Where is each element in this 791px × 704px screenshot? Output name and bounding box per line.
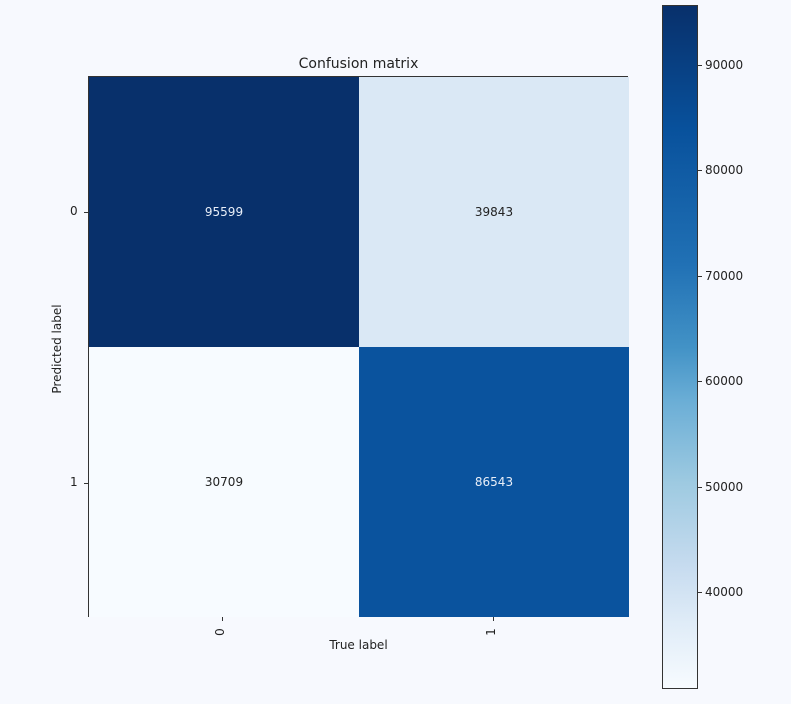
- colorbar-tick-label: 50000: [705, 480, 744, 494]
- x-tick-mark-0: [222, 617, 223, 621]
- colorbar-tick-label: 80000: [705, 163, 744, 177]
- cell-value: 86543: [474, 475, 514, 489]
- chart-title: Confusion matrix: [298, 56, 419, 72]
- matrix-plot: 95599 39843 30709 86543: [88, 76, 629, 617]
- colorbar-tick-mark: [698, 381, 702, 382]
- colorbar-tick-label: 70000: [705, 269, 744, 283]
- y-axis-label: Predicted label: [50, 304, 64, 394]
- cell-1-1: 86543: [359, 347, 629, 617]
- y-tick-mark-0: [84, 212, 88, 213]
- cell-0-0: 95599: [89, 77, 359, 347]
- colorbar-tick-label: 40000: [705, 585, 744, 599]
- x-axis-label: True label: [329, 638, 388, 652]
- y-tick-mark-1: [84, 483, 88, 484]
- y-tick-label-1: 1: [70, 475, 78, 489]
- colorbar: [662, 5, 698, 689]
- cell-value: 30709: [204, 475, 244, 489]
- colorbar-tick-mark: [698, 487, 702, 488]
- colorbar-tick-label: 60000: [705, 374, 744, 388]
- colorbar-tick-mark: [698, 170, 702, 171]
- colorbar-tick-mark: [698, 592, 702, 593]
- x-tick-mark-1: [493, 617, 494, 621]
- colorbar-tick-mark: [698, 65, 702, 66]
- x-tick-label-1: 1: [483, 628, 498, 636]
- cell-value: 39843: [474, 205, 514, 219]
- y-tick-label-0: 0: [70, 204, 78, 218]
- x-tick-label-0: 0: [212, 628, 227, 636]
- cell-0-1: 39843: [359, 77, 629, 347]
- cell-1-0: 30709: [89, 347, 359, 617]
- cell-value: 95599: [204, 205, 244, 219]
- colorbar-tick-mark: [698, 276, 702, 277]
- colorbar-tick-label: 90000: [705, 58, 744, 72]
